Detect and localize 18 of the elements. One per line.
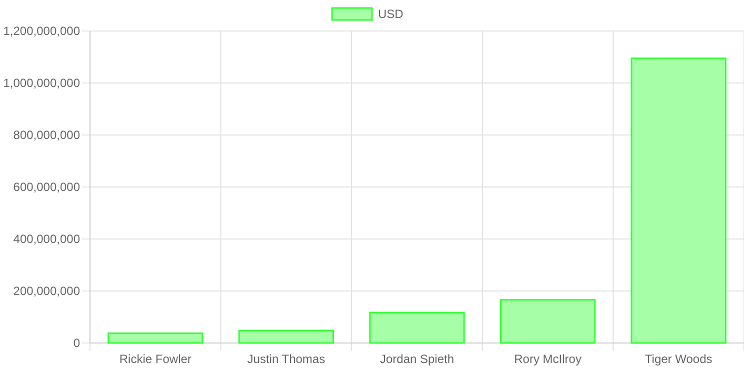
y-tick-label: 200,000,000 xyxy=(13,284,80,298)
y-tick-label: 800,000,000 xyxy=(13,128,80,142)
x-tick-label: Tiger Woods xyxy=(644,352,712,366)
y-tick-label: 1,000,000,000 xyxy=(3,76,80,90)
bar xyxy=(630,58,726,344)
bar xyxy=(238,330,334,344)
y-tick-label: 0 xyxy=(73,336,80,350)
x-tick-label: Rory McIlroy xyxy=(514,352,582,366)
y-tick-label: 600,000,000 xyxy=(13,180,80,194)
bar xyxy=(108,332,204,344)
x-tick-label: Justin Thomas xyxy=(247,352,326,366)
y-tick-label: 1,200,000,000 xyxy=(3,24,80,38)
y-tick-label: 400,000,000 xyxy=(13,232,80,246)
x-tick-label: Rickie Fowler xyxy=(119,352,192,366)
x-tick-label: Jordan Spieth xyxy=(380,352,454,366)
bar xyxy=(369,312,465,344)
bar xyxy=(500,299,596,344)
legend-label: USD xyxy=(378,7,404,22)
